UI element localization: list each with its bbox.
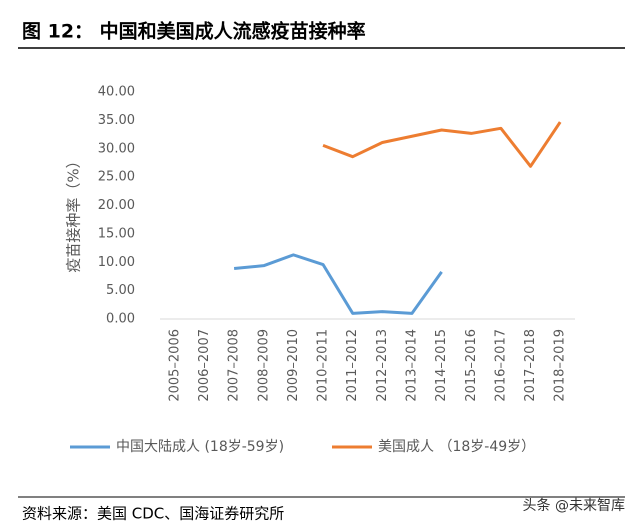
x-tick-label: 2013–2014 bbox=[404, 329, 419, 402]
line-series bbox=[322, 121, 562, 168]
x-tick-label: 2017–2018 bbox=[523, 329, 538, 402]
chart-title: 图 12： 中国和美国成人流感疫苗接种率 bbox=[22, 20, 366, 43]
y-tick-label: 30.00 bbox=[98, 141, 135, 156]
x-tick-label: 2010–2011 bbox=[316, 329, 331, 402]
y-tick-label: 40.00 bbox=[98, 85, 135, 100]
x-tick-label: 2005–2006 bbox=[167, 329, 182, 402]
legend-label: 中国大陆成人 (18岁-59岁) bbox=[116, 439, 284, 455]
source: 资料来源：美国 CDC、国海证券研究所 bbox=[22, 505, 284, 523]
y-tick-label: 15.00 bbox=[98, 226, 135, 241]
x-tick-label: 2014–2015 bbox=[434, 329, 449, 402]
y-tick-label: 35.00 bbox=[98, 113, 135, 128]
x-tick-label: 2015–2016 bbox=[464, 329, 479, 402]
x-tick-label: 2009–2010 bbox=[286, 329, 301, 402]
x-tick-label: 2018–2019 bbox=[553, 329, 568, 402]
x-tick-label: 2006–2007 bbox=[197, 329, 212, 402]
y-tick-label: 5.00 bbox=[106, 283, 135, 298]
x-tick-label: 2011–2012 bbox=[345, 329, 360, 402]
y-tick-label: 25.00 bbox=[98, 170, 135, 185]
y-tick-label: 0.00 bbox=[106, 312, 135, 327]
y-tick-label: 10.00 bbox=[98, 255, 135, 270]
y-axis-label: 疫苗接种率（%） bbox=[65, 153, 83, 272]
x-tick-label: 2007–2008 bbox=[227, 329, 242, 402]
x-tick-label: 2012–2013 bbox=[375, 329, 390, 402]
line-series bbox=[233, 253, 443, 315]
legend-label: 美国成人 （18岁-49岁） bbox=[378, 439, 535, 455]
watermark: 头条 @未来智库 bbox=[523, 497, 625, 514]
x-tick-label: 2008–2009 bbox=[256, 329, 271, 402]
x-tick-label: 2016–2017 bbox=[493, 329, 508, 402]
y-tick-label: 20.00 bbox=[98, 198, 135, 213]
